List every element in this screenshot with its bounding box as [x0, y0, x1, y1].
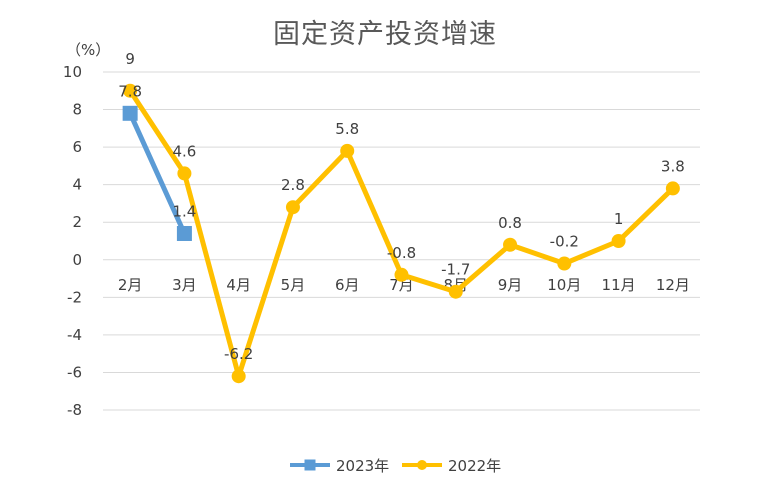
x-tick-label: 11月 [602, 276, 636, 294]
data-point [557, 256, 572, 271]
data-point [177, 166, 192, 181]
y-tick-label: -2 [67, 288, 82, 306]
data-point [448, 284, 463, 299]
legend-label: 2022年 [448, 457, 501, 475]
data-point [285, 200, 300, 215]
data-point [123, 83, 138, 98]
legend-label: 2023年 [336, 457, 389, 475]
y-tick-label: 0 [72, 251, 82, 269]
data-label: 9 [125, 50, 135, 68]
x-tick-label: 6月 [335, 276, 360, 294]
x-tick-label: 3月 [172, 276, 197, 294]
y-tick-label: -6 [67, 363, 82, 381]
data-point [176, 225, 192, 241]
data-label: -1.7 [441, 261, 470, 279]
data-label: 1 [614, 210, 624, 228]
data-label: 3.8 [661, 157, 685, 175]
data-label: -0.2 [550, 233, 579, 251]
y-tick-label: 6 [72, 138, 82, 156]
data-point [122, 105, 138, 121]
x-tick-label: 2月 [118, 276, 143, 294]
x-tick-label: 10月 [547, 276, 581, 294]
data-point [611, 234, 626, 248]
y-tick-label: 4 [72, 176, 82, 194]
data-point [394, 267, 409, 282]
data-point [503, 237, 518, 252]
chart-title: 固定资产投资增速 [273, 19, 497, 50]
y-tick-label: 8 [72, 101, 82, 119]
legend-swatch-marker [417, 460, 427, 470]
x-tick-label: 9月 [498, 276, 523, 294]
x-tick-label: 7月 [389, 276, 414, 294]
y-tick-label: 10 [63, 63, 82, 81]
y-tick-label: -4 [67, 326, 82, 344]
data-label: 1.4 [172, 202, 196, 220]
x-tick-label: 4月 [226, 276, 251, 294]
data-point [340, 143, 355, 158]
data-label: 7.8 [118, 82, 142, 100]
x-tick-label: 12月 [656, 276, 690, 294]
data-label: -0.8 [387, 244, 416, 262]
data-point [665, 181, 680, 196]
series-line [127, 110, 187, 236]
data-label: -6.2 [224, 345, 253, 363]
y-tick-label: -8 [67, 401, 82, 419]
legend-swatch-marker [304, 459, 316, 471]
y-tick-label: 2 [72, 213, 82, 231]
series-line [127, 88, 676, 379]
y-axis-unit-label: （%） [66, 41, 111, 59]
data-label: 4.6 [172, 142, 196, 160]
data-label: 5.8 [335, 120, 359, 138]
data-label: 2.8 [281, 176, 305, 194]
data-point [231, 369, 246, 384]
x-tick-label: 5月 [281, 276, 306, 294]
data-label: 0.8 [498, 214, 522, 232]
